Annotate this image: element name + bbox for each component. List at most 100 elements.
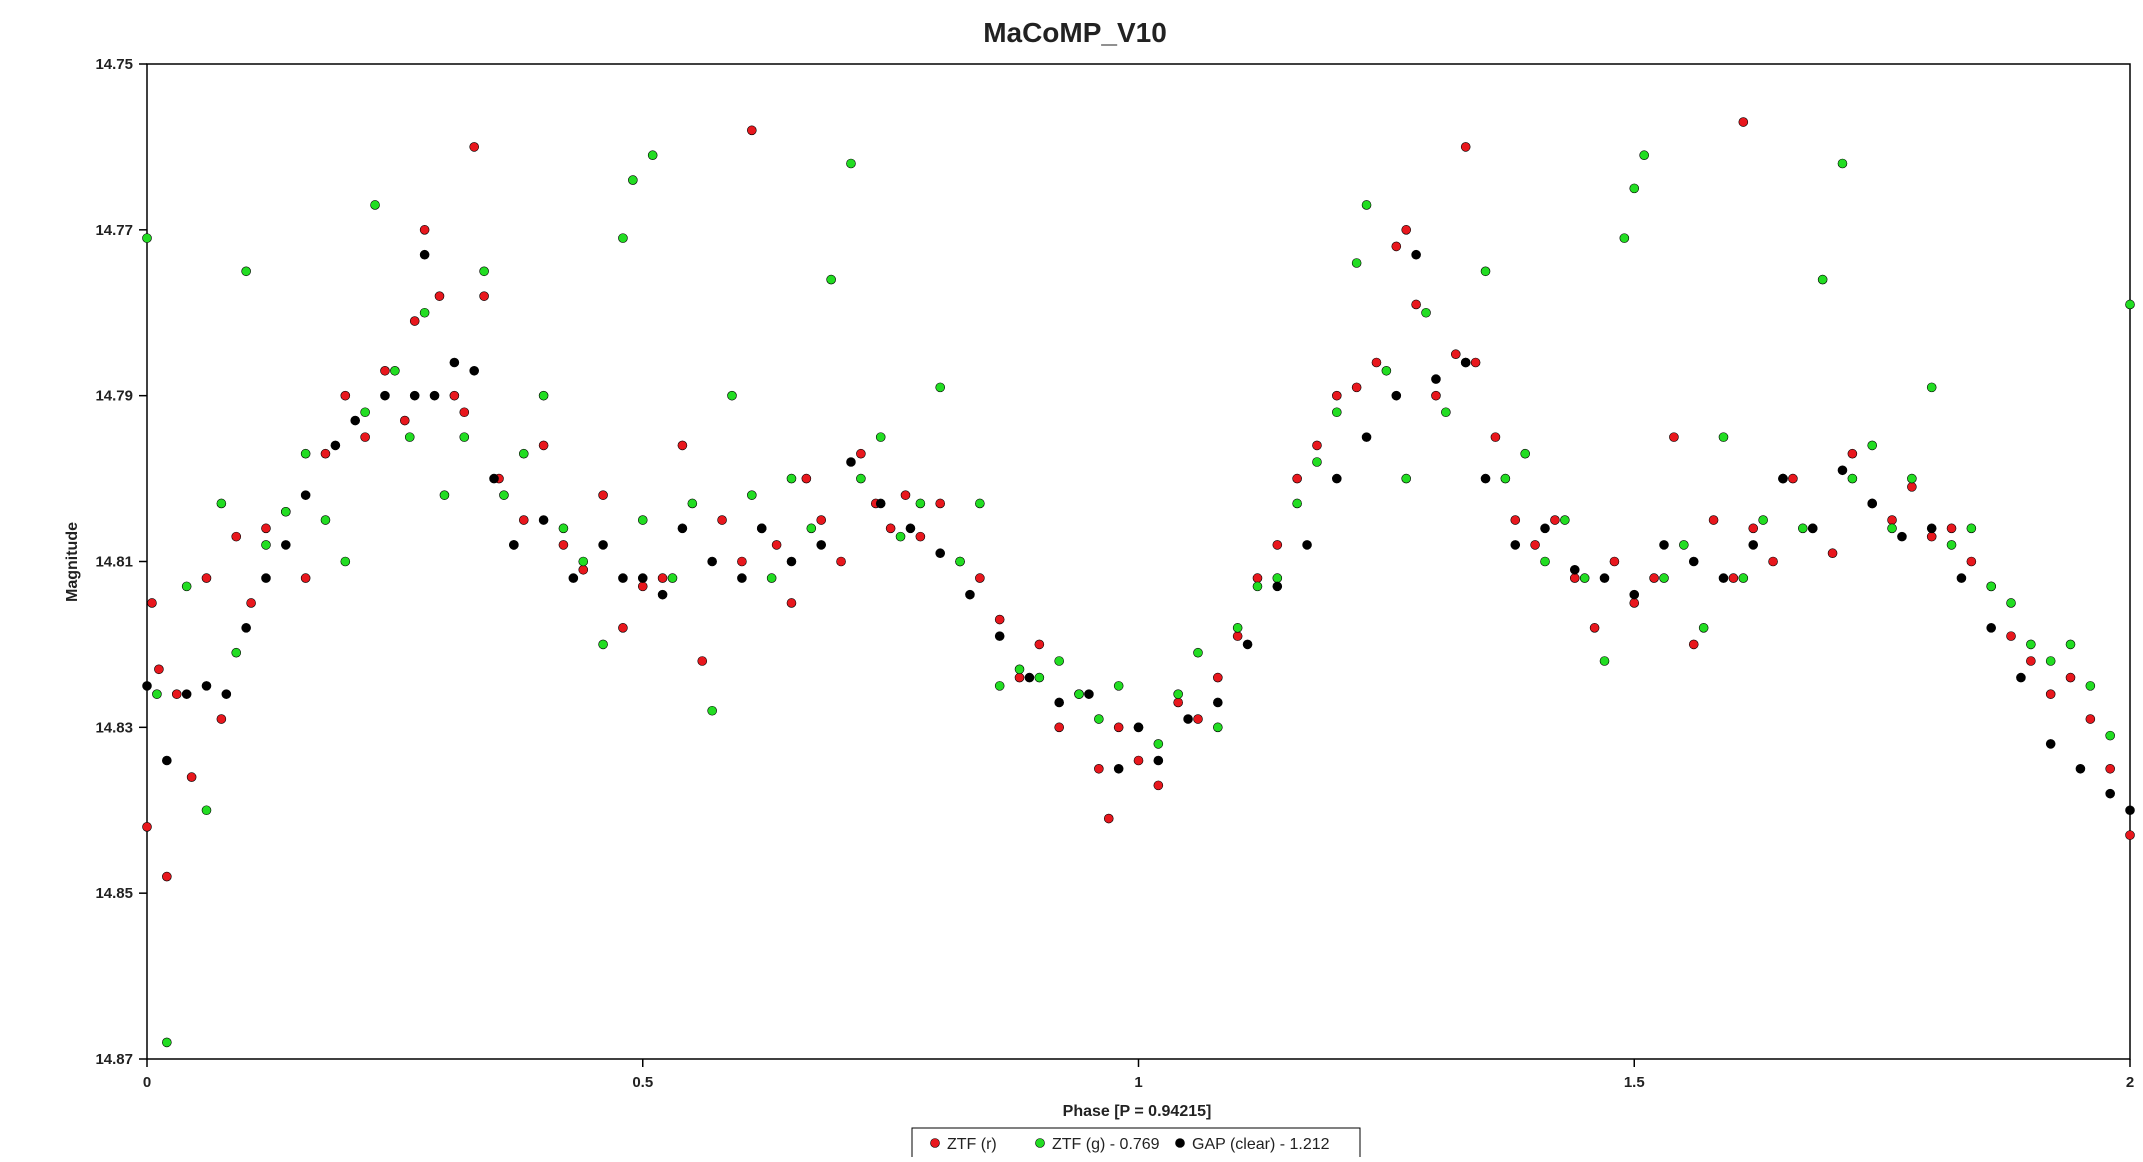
- data-point: [390, 365, 400, 376]
- data-point: [1659, 573, 1669, 583]
- data-point: [1371, 357, 1382, 368]
- data-point: [469, 365, 479, 376]
- data-point: [1550, 515, 1560, 525]
- data-point: [2085, 714, 2096, 724]
- data-point: [1807, 523, 1818, 534]
- legend-marker: [930, 1138, 940, 1148]
- x-tick-label: 1: [1134, 1074, 1142, 1091]
- data-point: [965, 589, 975, 600]
- data-point: [975, 498, 985, 509]
- data-point: [1173, 689, 1183, 699]
- data-point: [1381, 365, 1392, 376]
- data-point: [1738, 573, 1749, 583]
- data-point: [816, 515, 827, 525]
- data-point: [1847, 448, 1858, 459]
- data-point: [637, 573, 648, 583]
- data-point: [1153, 780, 1164, 791]
- data-point: [2045, 656, 2056, 666]
- data-point: [786, 598, 797, 608]
- data-point: [479, 266, 489, 277]
- data-point: [186, 772, 197, 782]
- data-point: [1302, 540, 1312, 550]
- data-point: [1232, 623, 1243, 633]
- data-point: [1688, 639, 1699, 650]
- x-axis: 0 0.5 1 1.5 2: [143, 1059, 2134, 1091]
- data-point: [216, 714, 227, 724]
- data-point: [1629, 183, 1640, 194]
- data-point: [1778, 473, 1788, 484]
- y-tick-label: 14.87: [95, 1051, 133, 1068]
- data-point: [1867, 440, 1878, 451]
- data-point: [1213, 697, 1223, 708]
- data-point: [246, 598, 256, 608]
- data-point: [756, 523, 767, 534]
- data-point: [558, 523, 569, 534]
- data-point: [677, 440, 688, 451]
- data-point: [419, 249, 430, 260]
- data-point: [2026, 656, 2036, 666]
- data-point: [479, 291, 489, 301]
- data-point: [2085, 681, 2096, 691]
- data-point: [1431, 390, 1441, 401]
- data-point: [1480, 266, 1491, 277]
- data-point: [747, 490, 757, 500]
- data-point: [201, 573, 212, 583]
- data-point: [1837, 465, 1848, 476]
- data-point: [598, 540, 608, 550]
- data-point: [231, 647, 242, 658]
- series-3: [142, 249, 2135, 816]
- data-point: [707, 556, 717, 567]
- data-point: [261, 573, 271, 583]
- data-point: [1926, 531, 1937, 542]
- data-point: [1480, 473, 1491, 484]
- data-point: [895, 531, 906, 542]
- data-point: [1113, 722, 1124, 733]
- legend-marker: [1175, 1138, 1185, 1148]
- data-point: [1054, 697, 1064, 708]
- data-point: [380, 390, 390, 401]
- data-point: [1599, 573, 1610, 583]
- data-point: [2006, 598, 2016, 608]
- data-point: [2026, 639, 2036, 650]
- data-point: [281, 506, 291, 517]
- data-point: [2065, 672, 2076, 683]
- data-point: [856, 473, 866, 484]
- y-axis: 14.75 14.77 14.79 14.81 14.83 14.85 14.87: [95, 56, 147, 1068]
- data-point: [578, 556, 589, 567]
- data-point: [1827, 548, 1838, 559]
- data-point: [1520, 448, 1530, 459]
- data-point: [434, 291, 445, 301]
- data-point: [404, 432, 415, 442]
- data-point: [1718, 573, 1729, 583]
- data-point: [1361, 432, 1372, 442]
- x-tick-label: 1.5: [1624, 1074, 1645, 1091]
- data-point: [469, 142, 479, 152]
- data-point: [875, 498, 886, 509]
- data-point: [806, 523, 817, 534]
- data-point: [637, 581, 648, 592]
- data-point: [667, 573, 678, 583]
- data-point: [935, 548, 946, 559]
- data-point: [1292, 473, 1302, 484]
- data-point: [1054, 656, 1064, 666]
- data-point: [1569, 564, 1580, 575]
- data-point: [598, 490, 608, 500]
- data-point: [1332, 473, 1342, 484]
- data-point: [1252, 581, 1263, 592]
- data-point: [1629, 598, 1640, 608]
- data-point: [1252, 573, 1263, 583]
- data-point: [628, 175, 638, 185]
- data-point: [1798, 523, 1808, 534]
- data-point: [1946, 540, 1957, 550]
- data-point: [1034, 672, 1045, 683]
- data-point: [1639, 150, 1649, 161]
- data-point: [1332, 390, 1342, 401]
- data-point: [142, 822, 152, 832]
- legend-label: ZTF (r): [947, 1136, 997, 1153]
- legend: ZTF (r) ZTF (g) - 0.769 GAP (clear) - 1.21…: [911, 1127, 1361, 1159]
- data-point: [360, 407, 370, 418]
- data-point: [677, 523, 688, 534]
- data-point: [1847, 473, 1858, 484]
- series-2: [142, 150, 2135, 1048]
